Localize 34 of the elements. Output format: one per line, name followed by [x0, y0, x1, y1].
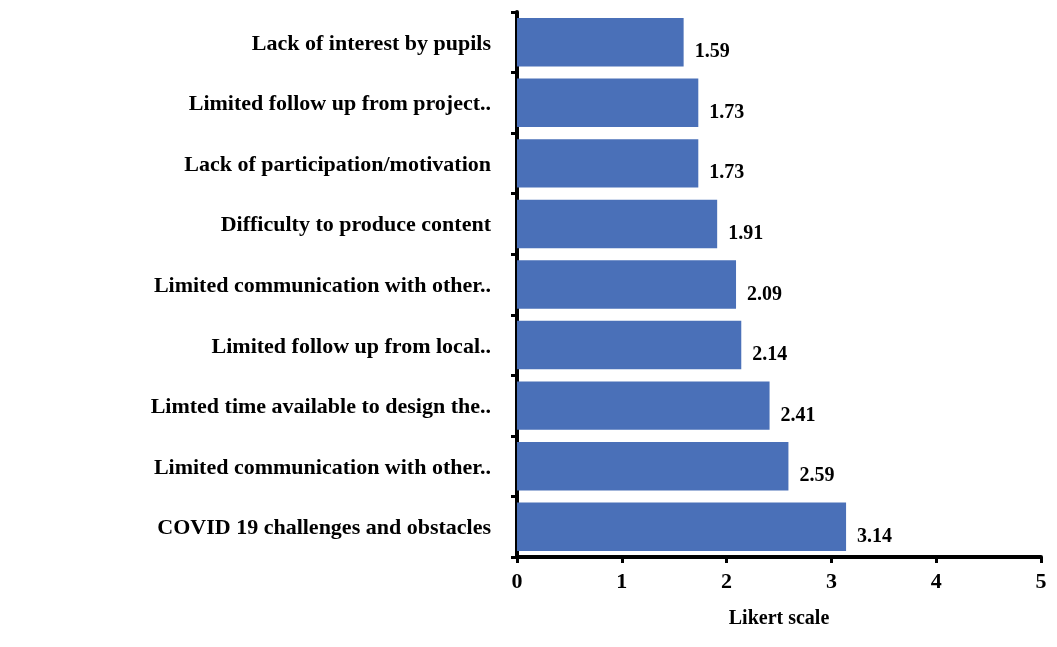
- data-label: 3.14: [857, 523, 893, 546]
- y-tick-label: Limited follow up from project..: [188, 90, 491, 116]
- y-tick-label: COVID 19 challenges and obstacles: [157, 514, 492, 540]
- bar: [517, 260, 737, 309]
- x-tick-label: 0: [511, 567, 523, 593]
- data-label: 1.73: [709, 99, 745, 122]
- y-tick-label: Limted time available to design the..: [150, 393, 491, 419]
- bar: [517, 199, 718, 249]
- data-label: 2.14: [752, 342, 788, 365]
- bar: [517, 320, 742, 370]
- y-tick-label: Limited follow up from local..: [211, 332, 491, 358]
- data-label: 1.59: [694, 39, 730, 62]
- y-tick-label: Lack of participation/motivation: [184, 150, 491, 176]
- bar: [517, 18, 684, 67]
- y-tick-label: Lack of interest by pupils: [251, 29, 492, 55]
- bar: [517, 78, 699, 128]
- data-label: 2.59: [799, 463, 835, 486]
- x-tick-label: 2: [721, 567, 733, 593]
- y-tick-label: Limited communication with other..: [153, 272, 491, 297]
- bar: [517, 139, 699, 188]
- data-label: 2.41: [780, 402, 816, 425]
- bar: [517, 502, 847, 551]
- bar: [517, 441, 789, 491]
- y-tick-label: Limited communication with other..: [153, 453, 491, 479]
- bar: [517, 381, 770, 430]
- x-tick-label: 1: [616, 567, 628, 593]
- x-tick-label: 4: [930, 567, 942, 593]
- data-label: 1.91: [728, 220, 764, 243]
- x-tick-label: 3: [825, 567, 837, 593]
- y-tick-label: Difficulty to produce content: [220, 211, 492, 237]
- data-label: 1.73: [709, 160, 745, 183]
- data-label: 2.09: [747, 281, 783, 304]
- x-tick-label: 5: [1035, 567, 1047, 593]
- x-axis-title: Likert scale: [728, 606, 830, 628]
